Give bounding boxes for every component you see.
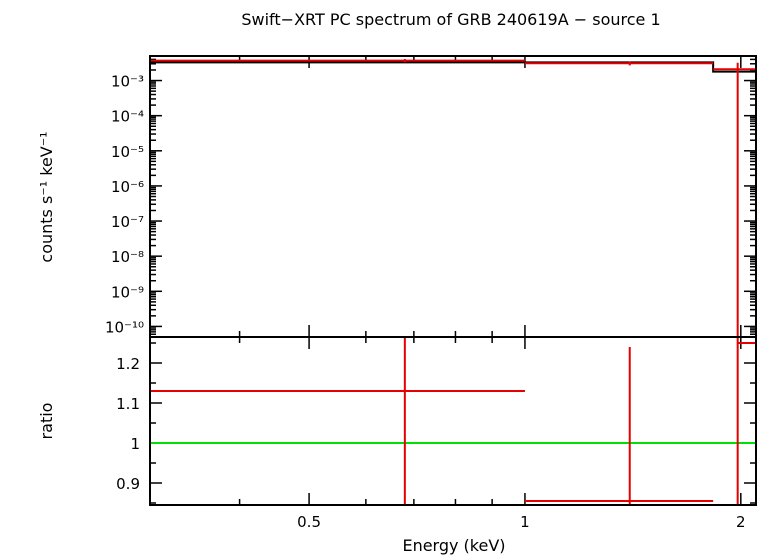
data-point xyxy=(150,337,525,505)
y-tick-label: 1.2 xyxy=(116,355,140,373)
y-tick-label: 1.1 xyxy=(116,395,140,413)
y-tick-label: 10⁻⁵ xyxy=(111,143,144,161)
data-point xyxy=(150,59,525,63)
data-point xyxy=(524,61,714,66)
x-axis-label: Energy (keV) xyxy=(402,536,505,555)
y-tick-label: 10⁻¹⁰ xyxy=(105,318,144,336)
y-tick-label: 1 xyxy=(130,435,140,453)
spectrum-panel: 10⁻³ 10⁻⁴ 10⁻⁵ 10⁻⁶ 10⁻⁷ 10⁻⁸ 10⁻⁹ 10⁻¹⁰ xyxy=(105,55,757,338)
x-tick-label: 0.5 xyxy=(297,513,321,531)
top-x-ticks xyxy=(149,56,742,337)
x-tick-label: 1 xyxy=(520,513,530,531)
spectrum-data xyxy=(150,59,756,337)
y-tick-label: 10⁻³ xyxy=(111,73,144,91)
y-tick-label: 10⁻⁹ xyxy=(111,283,144,301)
bottom-y-ticks: 0.9 1 1.1 1.2 xyxy=(116,342,756,504)
y-tick-label: 10⁻⁸ xyxy=(111,248,144,266)
chart-title: Swift−XRT PC spectrum of GRB 240619A − s… xyxy=(241,10,660,29)
y-tick-label: 10⁻⁴ xyxy=(111,108,144,126)
y-tick-label: 0.9 xyxy=(116,475,140,493)
bottom-frame xyxy=(149,336,757,506)
top-y-axis-label: counts s⁻¹ keV⁻¹ xyxy=(37,131,56,262)
ratio-data xyxy=(150,337,756,505)
bottom-y-axis-label: ratio xyxy=(37,403,56,440)
data-point xyxy=(713,62,756,337)
top-frame xyxy=(149,55,757,338)
x-tick-label: 2 xyxy=(736,513,746,531)
data-point xyxy=(736,337,756,505)
ratio-panel: 0.9 1 1.1 1.2 0.5 1 2 xyxy=(116,336,757,531)
data-point xyxy=(524,347,714,505)
top-y-ticks: 10⁻³ 10⁻⁴ 10⁻⁵ 10⁻⁶ 10⁻⁷ 10⁻⁸ 10⁻⁹ 10⁻¹⁰ xyxy=(105,55,756,336)
y-tick-label: 10⁻⁷ xyxy=(111,213,144,231)
y-tick-label: 10⁻⁶ xyxy=(111,178,144,196)
